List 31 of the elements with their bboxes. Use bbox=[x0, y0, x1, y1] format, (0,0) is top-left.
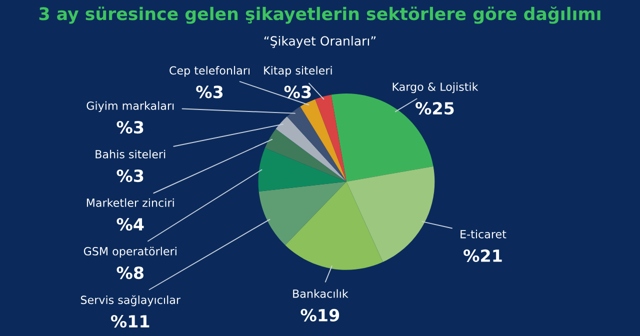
data-label: %8 bbox=[116, 266, 144, 280]
data-label: %4 bbox=[116, 218, 144, 231]
data-label: %3 bbox=[284, 86, 311, 98]
pie-slice bbox=[286, 106, 346, 182]
pie-slice bbox=[264, 128, 346, 182]
slice-label: Bankacılık bbox=[293, 289, 348, 298]
pie-slice bbox=[315, 94, 346, 182]
chart-subtitle: “Şikayet Oranları” bbox=[264, 36, 376, 48]
slice-label: Giyim markaları bbox=[86, 101, 174, 112]
chart-title: 3 ay süresince gelen şikayetlerin sektörlere göre dağılımı bbox=[39, 6, 600, 24]
slice-label: Bahis siteleri bbox=[96, 150, 166, 158]
data-label: %3 bbox=[196, 86, 223, 98]
data-label: %25 bbox=[416, 102, 454, 115]
pie-slice bbox=[346, 166, 435, 262]
slice-label: E-ticaret bbox=[460, 230, 506, 238]
data-label: %3 bbox=[116, 169, 144, 182]
pie-slice bbox=[258, 148, 346, 192]
slice-label: Kargo & Lojistik bbox=[392, 82, 478, 94]
data-label: %21 bbox=[464, 249, 502, 262]
slice-label: Marketler zinciri bbox=[86, 198, 174, 207]
data-label: %11 bbox=[110, 315, 150, 328]
data-label: %19 bbox=[300, 308, 340, 322]
pie-slice bbox=[258, 182, 346, 246]
slice-label: Kitap siteleri bbox=[264, 66, 332, 77]
pie-slice bbox=[300, 99, 346, 182]
slice-label: Servis sağlayıcılar bbox=[80, 295, 181, 306]
slice-label: Cep telefonları bbox=[170, 66, 250, 77]
pie-slice bbox=[276, 116, 346, 182]
data-label: %3 bbox=[116, 120, 144, 134]
slice-label: GSM operatörleri bbox=[84, 246, 176, 258]
pie-slice bbox=[285, 182, 383, 270]
